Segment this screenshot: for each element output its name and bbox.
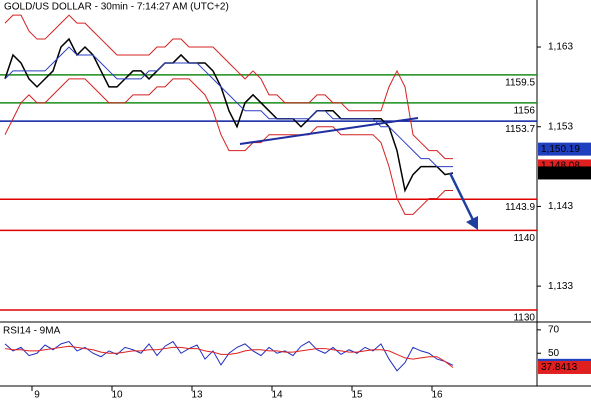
level-label: 1159.5 — [505, 78, 535, 89]
level-label: 1143.9 — [505, 202, 535, 213]
price-tag-label: 1,147.2 — [541, 168, 575, 179]
x-tick-label: 13 — [191, 390, 203, 401]
price-tag-label: 1,150.19 — [541, 144, 580, 155]
price-tag — [538, 142, 591, 156]
y-tick-label: 1,153 — [548, 121, 573, 132]
indicator-title: RSI14 - 9MA — [3, 326, 61, 337]
y-tick-label: 70 — [548, 324, 560, 335]
series-line — [4, 345, 454, 368]
trend-line — [239, 117, 419, 145]
y-tick-label: 1,133 — [548, 281, 573, 292]
x-tick-label: 16 — [431, 390, 443, 401]
y-tick-label: 1,143 — [548, 201, 573, 212]
price-tag-label: 1,148.08 — [541, 161, 580, 172]
price-tag — [538, 360, 591, 374]
series-line — [4, 340, 454, 372]
series-line — [4, 37, 454, 193]
y-tick-label: 50 — [548, 348, 560, 359]
x-tick-label: 15 — [351, 390, 363, 401]
level-label: 1156 — [513, 105, 535, 116]
series-line — [4, 78, 453, 215]
price-tag — [538, 166, 591, 180]
chart-title: GOLD/US DOLLAR - 30min - 7:14:27 AM (UTC… — [4, 2, 229, 13]
y-tick-label: 1,163 — [548, 42, 573, 53]
level-label: 1140 — [513, 233, 535, 244]
price-tag-label: 37.8413 — [541, 362, 578, 373]
arrow-head — [466, 216, 478, 230]
level-label: 1130 — [513, 313, 535, 324]
series-line — [4, 14, 453, 160]
arrow-shaft — [448, 172, 476, 223]
level-label: 1153.7 — [505, 124, 535, 135]
x-tick-label: 9 — [34, 390, 40, 401]
x-tick-label: 10 — [111, 390, 123, 401]
x-tick-label: 14 — [271, 390, 283, 401]
